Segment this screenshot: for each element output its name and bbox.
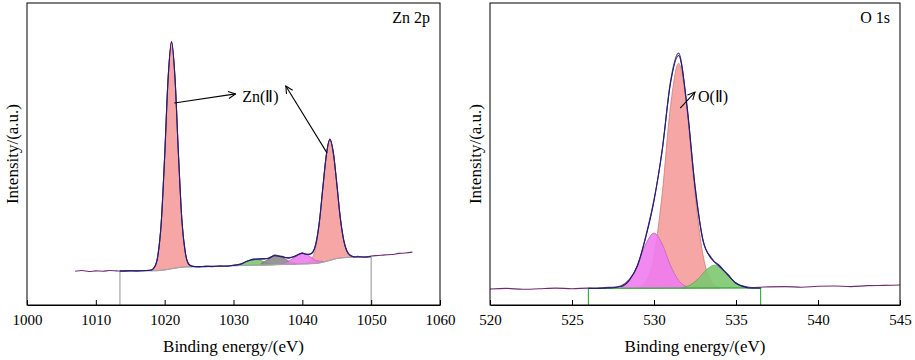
x-tick-label: 1010 xyxy=(81,312,111,328)
x-tick-label: 1050 xyxy=(357,312,387,328)
x-tick-mark xyxy=(572,300,573,305)
x-tick-mark xyxy=(165,300,166,305)
x-tick: 535 xyxy=(725,300,748,328)
x-tick-mark xyxy=(302,300,303,305)
panel: 520 525 530 535 540 545 O 1s Binding energy/(eV… xyxy=(466,3,912,356)
x-axis-line xyxy=(28,305,441,306)
plot-frame xyxy=(490,3,900,305)
fit-range-line xyxy=(371,257,372,305)
x-axis-title: Binding energy/(eV) xyxy=(625,337,766,356)
x-axis: 1000 1010 1020 1030 1040 1050 1060 xyxy=(13,300,456,328)
panel-title: O 1s xyxy=(860,9,890,26)
x-tick-label: 525 xyxy=(561,312,584,328)
x-tick-label: 530 xyxy=(643,312,666,328)
spectrum-line xyxy=(490,53,900,289)
x-tick-mark xyxy=(440,300,441,305)
x-tick-label: 1030 xyxy=(219,312,249,328)
x-tick: 1020 xyxy=(150,300,180,328)
x-tick: 525 xyxy=(561,300,584,328)
x-tick: 530 xyxy=(643,300,666,328)
x-tick: 520 xyxy=(479,300,502,328)
x-tick: 1060 xyxy=(426,300,456,328)
x-tick-label: 1060 xyxy=(426,312,456,328)
spectrum-line xyxy=(120,42,371,271)
x-tick: 545 xyxy=(889,300,912,328)
x-tick-mark xyxy=(234,300,235,305)
y-axis-title: Intensity/(a.u.) xyxy=(466,104,485,204)
fit-range-line xyxy=(588,288,589,305)
x-tick-label: 540 xyxy=(807,312,830,328)
fit-component xyxy=(621,233,687,288)
x-tick-label: 1040 xyxy=(288,312,318,328)
x-axis-line xyxy=(491,305,901,306)
chart-root: 1000 1010 1020 1030 1040 1050 1060 Zn 2p Binding… xyxy=(0,0,915,360)
plot-area xyxy=(75,41,412,305)
fit-range-line xyxy=(119,271,120,305)
x-tick: 540 xyxy=(807,300,830,328)
x-tick-mark xyxy=(96,300,97,305)
panel: 1000 1010 1020 1030 1040 1050 1060 Zn 2p Binding… xyxy=(3,3,456,356)
x-tick-label: 545 xyxy=(889,312,912,328)
x-tick-label: 1000 xyxy=(13,312,43,328)
x-tick-label: 535 xyxy=(725,312,748,328)
annotation-arrow xyxy=(174,94,235,103)
x-tick: 1050 xyxy=(357,300,387,328)
x-tick-mark xyxy=(900,300,901,305)
y-axis-title: Intensity/(a.u.) xyxy=(3,104,22,204)
fit-range-line xyxy=(760,288,761,305)
figure: 1000 1010 1020 1030 1040 1050 1060 Zn 2p Binding… xyxy=(0,0,915,360)
annotation-arrow xyxy=(286,86,327,153)
fit-component xyxy=(151,42,192,270)
annotation-arrow xyxy=(680,92,695,108)
x-tick: 1040 xyxy=(288,300,318,328)
spectrum-line xyxy=(75,41,412,271)
annotation-label: O(Ⅱ) xyxy=(698,88,728,106)
x-tick: 1030 xyxy=(219,300,249,328)
x-axis-title: Binding energy/(eV) xyxy=(163,337,304,356)
x-axis: 520 525 530 535 540 545 xyxy=(479,300,912,328)
x-tick-mark xyxy=(27,300,28,305)
x-tick-label: 520 xyxy=(479,312,502,328)
x-tick-mark xyxy=(818,300,819,305)
fit-component xyxy=(306,140,354,264)
x-tick-mark xyxy=(490,300,491,305)
x-tick: 1010 xyxy=(81,300,111,328)
panel-title: Zn 2p xyxy=(392,9,430,27)
plot-frame xyxy=(27,3,440,305)
x-tick-mark xyxy=(736,300,737,305)
plot-area xyxy=(490,53,900,305)
annotation-label: Zn(Ⅱ) xyxy=(242,88,278,106)
x-tick-mark xyxy=(371,300,372,305)
x-tick-mark xyxy=(654,300,655,305)
x-tick: 1000 xyxy=(13,300,43,328)
spectrum-line xyxy=(588,56,760,289)
x-tick-label: 1020 xyxy=(150,312,180,328)
